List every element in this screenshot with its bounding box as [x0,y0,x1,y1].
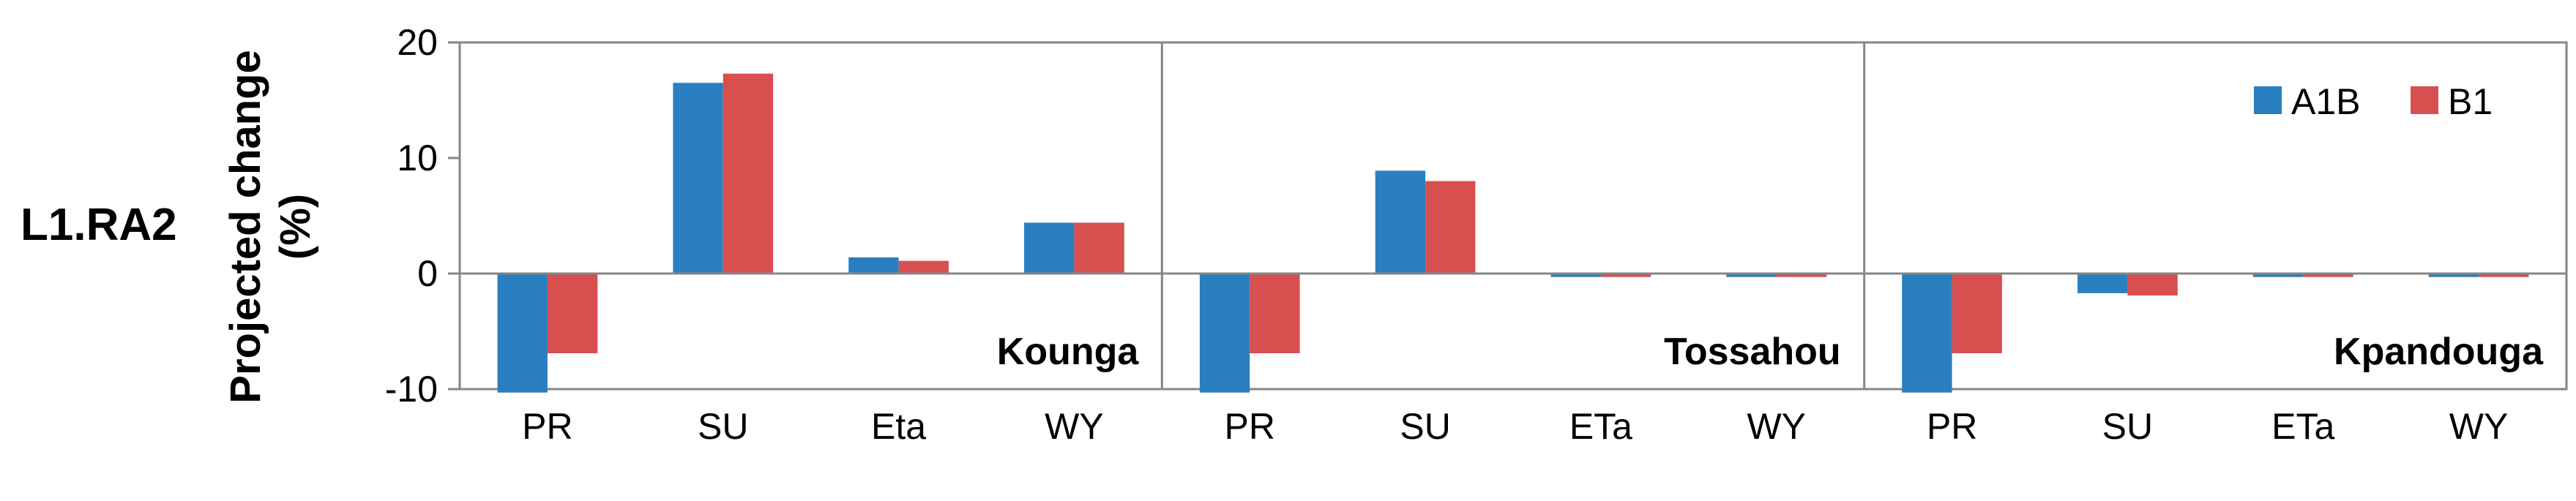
panel-tossahou: PR SU ETa WY Tossahou [1160,42,1864,447]
bar-kounga-eta-a1b [848,257,899,274]
x-tick-label: PR [1927,406,1977,447]
panel-label: Kpandouga [2334,331,2544,373]
x-tick-label: ETa [1569,406,1632,447]
bar-kpandouga-eta-a1b [2252,274,2304,277]
x-tick-label: SU [2102,406,2153,447]
x-tick-label: WY [1045,406,1104,447]
bar-kounga-su-b1 [723,73,774,274]
bar-kounga-wy-b1 [1074,222,1124,274]
bar-kounga-eta-b1 [898,260,949,274]
row-label: L1.RA2 [20,200,177,250]
x-tick-label: PR [522,406,572,447]
bar-kpandouga-eta-b1 [2303,274,2353,277]
x-tick-label: PR [1225,406,1275,447]
y-tick-label: -10 [385,369,438,410]
y-tick-label: 20 [397,22,438,63]
bar-kpandouga-wy-a1b [2428,274,2479,277]
x-tick-label: ETa [2271,406,2334,447]
legend-label-b1: B1 [2448,81,2493,122]
bar-tossahou-wy-b1 [1776,274,1827,277]
bar-kpandouga-su-a1b [2077,274,2128,293]
x-tick-label: Eta [871,406,926,447]
panel-label: Kounga [997,331,1140,373]
y-tick-label: 10 [397,138,438,178]
legend-swatch-a1b [2254,86,2282,114]
x-tick-label: SU [1400,406,1450,447]
bar-kounga-wy-a1b [1024,222,1075,274]
bar-tossahou-eta-b1 [1600,274,1651,277]
bar-tossahou-wy-a1b [1726,274,1777,277]
panel-label: Tossahou [1664,331,1841,373]
y-axis-label: Projected change (%) [222,50,319,403]
y-axis-label-line1: Projected change [222,50,269,403]
bar-tossahou-pr-b1 [1250,274,1300,354]
bar-tossahou-eta-a1b [1550,274,1601,277]
bar-kounga-su-a1b [673,83,723,274]
legend: A1B B1 [2254,81,2493,122]
y-axis-label-line2: (%) [272,194,319,260]
plot-area [458,41,2568,391]
panels: PR SU Eta WY Kounga PR SU ETa WY Tossahou PR SU ETa W… [460,42,2566,447]
legend-label-a1b: A1B [2291,81,2361,122]
y-tick-label: 0 [417,253,438,294]
bar-kounga-pr-b1 [547,274,598,354]
x-tick-label: SU [698,406,748,447]
panel-kpandouga: PR SU ETa WY Kpandouga [1863,42,2566,447]
bar-tossahou-su-a1b [1375,170,1426,274]
x-tick-label: WY [1747,406,1806,447]
bar-kounga-pr-a1b [497,274,548,393]
bar-kpandouga-su-b1 [2127,274,2178,296]
x-tick-label: WY [2449,406,2509,447]
bar-kpandouga-pr-a1b [1902,274,1952,393]
legend-swatch-b1 [2411,86,2438,114]
panel-kounga: PR SU Eta WY Kounga [460,73,1162,447]
bar-tossahou-su-b1 [1425,181,1476,274]
y-axis-ticks: -10 0 10 20 [385,22,460,410]
bar-kpandouga-pr-b1 [1952,274,2002,354]
bar-tossahou-pr-a1b [1199,274,1250,393]
bar-kpandouga-wy-b1 [2479,274,2529,277]
